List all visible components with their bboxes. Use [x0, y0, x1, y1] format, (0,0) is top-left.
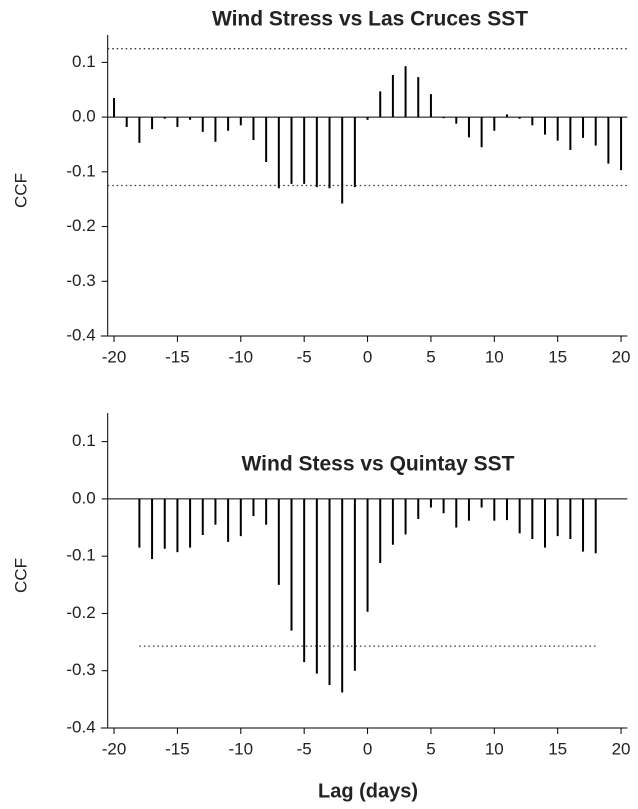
- x-axis-label: Lag (days): [318, 780, 418, 802]
- y-tick-label: 0.1: [72, 431, 96, 450]
- x-tick-label: 20: [612, 739, 631, 758]
- y-tick-label: -0.2: [66, 603, 95, 622]
- x-tick-label: -5: [297, 347, 312, 366]
- x-tick-label: 15: [548, 739, 567, 758]
- chart-title: Wind Stess vs Quintay SST: [242, 453, 515, 476]
- y-tick-label: -0.4: [66, 717, 95, 736]
- y-tick-label: -0.2: [66, 216, 95, 235]
- y-axis-label: CCF: [11, 173, 30, 208]
- x-tick-label: -20: [102, 347, 127, 366]
- x-tick-label: -10: [229, 347, 254, 366]
- y-tick-label: -0.4: [66, 325, 95, 344]
- x-tick-label: 0: [363, 739, 372, 758]
- x-tick-label: -15: [165, 739, 190, 758]
- chart-title: Wind Stress vs Las Cruces SST: [212, 8, 528, 31]
- x-tick-label: 5: [426, 739, 435, 758]
- x-tick-label: 0: [363, 347, 372, 366]
- y-axis-label: CCF: [11, 558, 30, 593]
- x-tick-label: 15: [548, 347, 567, 366]
- x-tick-label: 20: [612, 347, 631, 366]
- y-tick-label: 0.1: [72, 52, 96, 71]
- x-tick-label: 10: [485, 347, 504, 366]
- y-tick-label: -0.3: [66, 660, 95, 679]
- x-tick-label: -10: [229, 739, 254, 758]
- y-tick-label: -0.1: [66, 546, 95, 565]
- y-tick-label: 0.0: [72, 107, 96, 126]
- x-tick-label: -20: [102, 739, 127, 758]
- x-tick-label: -5: [297, 739, 312, 758]
- y-tick-label: 0.0: [72, 488, 96, 507]
- x-tick-label: 5: [426, 347, 435, 366]
- y-tick-label: -0.1: [66, 161, 95, 180]
- x-tick-label: -15: [165, 347, 190, 366]
- y-tick-label: -0.3: [66, 271, 95, 290]
- x-tick-label: 10: [485, 739, 504, 758]
